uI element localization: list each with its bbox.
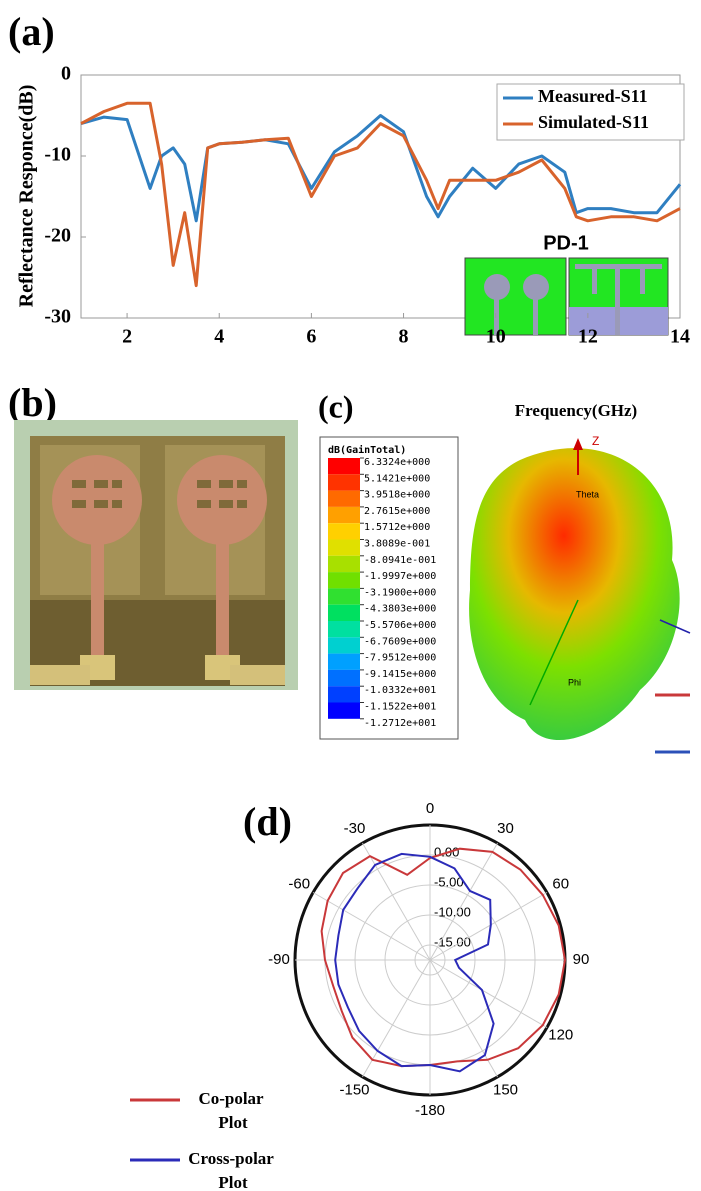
colorbar-swatch — [328, 507, 360, 523]
colorbar-swatch — [328, 686, 360, 702]
colorbar-tick-label: -1.2712e+001 — [364, 718, 436, 729]
colorbar-tick-label: 3.9518e+000 — [364, 490, 430, 501]
angle-tick-label: 90 — [573, 951, 590, 968]
colorbar-swatch — [328, 703, 360, 719]
panel-label: (c) — [318, 388, 354, 424]
x-tick-label: 14 — [670, 326, 690, 348]
colorbar-tick-label: -5.5706e+000 — [364, 620, 436, 631]
colorbar-swatch — [328, 637, 360, 653]
angle-tick-label: 120 — [548, 1026, 573, 1043]
y-tick-label: -30 — [44, 306, 71, 328]
colorbar-swatch — [328, 588, 360, 604]
y-tick-label: 0 — [61, 63, 71, 85]
colorbar-tick-label: -1.0332e+001 — [364, 685, 436, 696]
colorbar-title: dB(GainTotal) — [328, 444, 406, 456]
colorbar-tick-label: -3.1900e+000 — [364, 587, 436, 598]
colorbar-swatch — [328, 523, 360, 539]
colorbar-swatch — [328, 458, 360, 474]
inset-image — [465, 258, 668, 335]
r-tick-label: -10.00 — [434, 904, 471, 919]
x-tick-label: 2 — [122, 326, 132, 348]
x-tick-label: 8 — [399, 326, 409, 348]
legend-label: Simulated-S11 — [538, 112, 649, 132]
y-tick-label: -10 — [44, 144, 71, 166]
antenna-photo — [14, 420, 298, 690]
x-axis-label: Frequency(GHz) — [515, 401, 637, 420]
colorbar-tick-label: -1.1522e+001 — [364, 702, 436, 713]
colorbar-tick-label: 6.3324e+000 — [364, 457, 430, 468]
colorbar-tick-label: -4.3803e+000 — [364, 604, 436, 615]
colorbar-tick-label: -8.0941e-001 — [364, 555, 436, 566]
angle-tick-label: -60 — [288, 875, 310, 892]
colorbar-swatch — [328, 621, 360, 637]
legend-label: Measured-S11 — [538, 86, 648, 106]
colorbar-swatch — [328, 540, 360, 556]
colorbar-swatch — [328, 556, 360, 572]
angle-tick-label: -90 — [268, 951, 290, 968]
colorbar-tick-label: -1.9997e+000 — [364, 571, 436, 582]
axis-label: Theta — [576, 489, 599, 499]
colorbar-tick-label: 1.5712e+000 — [364, 522, 430, 533]
x-tick-label: 12 — [578, 326, 598, 348]
colorbar-swatch — [328, 572, 360, 588]
colorbar-swatch — [328, 605, 360, 621]
x-tick-label: 10 — [486, 326, 506, 348]
axis-label: Z — [592, 434, 599, 448]
angle-tick-label: 60 — [552, 875, 569, 892]
colorbar-tick-label: -6.7609e+000 — [364, 636, 436, 647]
colorbar-swatch — [328, 670, 360, 686]
angle-tick-label: 0 — [426, 800, 434, 817]
figure: (a) (b) (c) (d) Reflectance Responce(dB)… — [0, 0, 701, 1191]
colorbar-tick-label: 2.7615e+000 — [364, 506, 430, 517]
x-tick-label: 4 — [214, 326, 224, 348]
panel-label: (b) — [8, 380, 57, 425]
colorbar-swatch — [328, 474, 360, 490]
colorbar-swatch — [328, 654, 360, 670]
panel-label: (a) — [8, 9, 55, 54]
angle-tick-label: -180 — [415, 1102, 445, 1119]
angle-tick-label: 30 — [497, 820, 514, 837]
axis-label: Phi — [568, 677, 581, 687]
y-axis-label: Reflectance Responce(dB) — [16, 85, 38, 308]
legend-label: Co-polar Plot — [198, 1089, 267, 1132]
angle-tick-label: -150 — [339, 1082, 369, 1099]
inset-label: PD-1 — [543, 232, 589, 254]
colorbar-tick-label: 5.1421e+000 — [364, 473, 430, 484]
colorbar-swatch — [328, 491, 360, 507]
panel-label: (d) — [243, 799, 292, 844]
y-tick-label: -20 — [44, 225, 71, 247]
x-tick-label: 6 — [306, 326, 316, 348]
legend-label: Cross-polar Plot — [188, 1149, 278, 1191]
colorbar-tick-label: 3.8089e-001 — [364, 539, 430, 550]
colorbar-tick-label: -9.1415e+000 — [364, 669, 436, 680]
colorbar-tick-label: -7.9512e+000 — [364, 653, 436, 664]
angle-tick-label: -30 — [344, 820, 366, 837]
angle-tick-label: 150 — [493, 1082, 518, 1099]
